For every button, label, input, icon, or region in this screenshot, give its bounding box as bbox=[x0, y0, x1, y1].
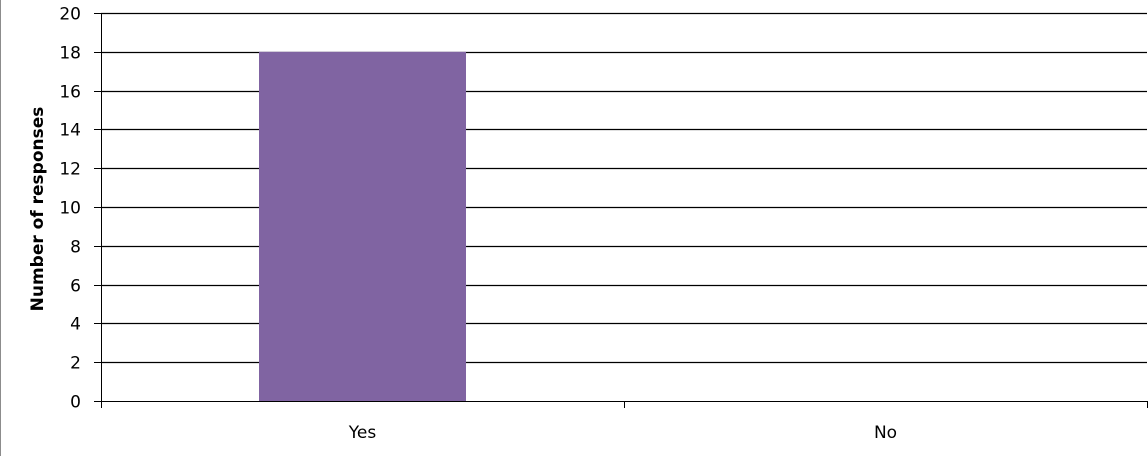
gridlines bbox=[101, 12, 1147, 364]
y-tick-label: 10 bbox=[59, 199, 81, 219]
y-tick-label: 20 bbox=[59, 5, 81, 25]
y-tick-label: 2 bbox=[70, 354, 81, 374]
axes bbox=[94, 13, 1148, 408]
x-tick-label-no: No bbox=[874, 423, 897, 443]
y-tick-label: 0 bbox=[70, 393, 81, 413]
y-axis-title: Number of responses bbox=[28, 107, 48, 312]
x-tick-labels: Yes No bbox=[348, 423, 897, 443]
y-tick-label: 8 bbox=[70, 238, 81, 258]
bars bbox=[259, 51, 466, 402]
y-tick-label: 12 bbox=[59, 160, 81, 180]
y-tick-label: 16 bbox=[59, 83, 81, 103]
y-tick-label: 14 bbox=[59, 121, 81, 141]
y-tick-label: 18 bbox=[59, 44, 81, 64]
y-tick-labels: 0 2 4 6 8 10 12 14 16 18 20 bbox=[59, 5, 81, 413]
x-tick-label-yes: Yes bbox=[348, 423, 377, 443]
y-tick-label: 6 bbox=[70, 277, 81, 297]
y-tick-label: 4 bbox=[70, 315, 81, 335]
bar-yes bbox=[259, 51, 466, 402]
